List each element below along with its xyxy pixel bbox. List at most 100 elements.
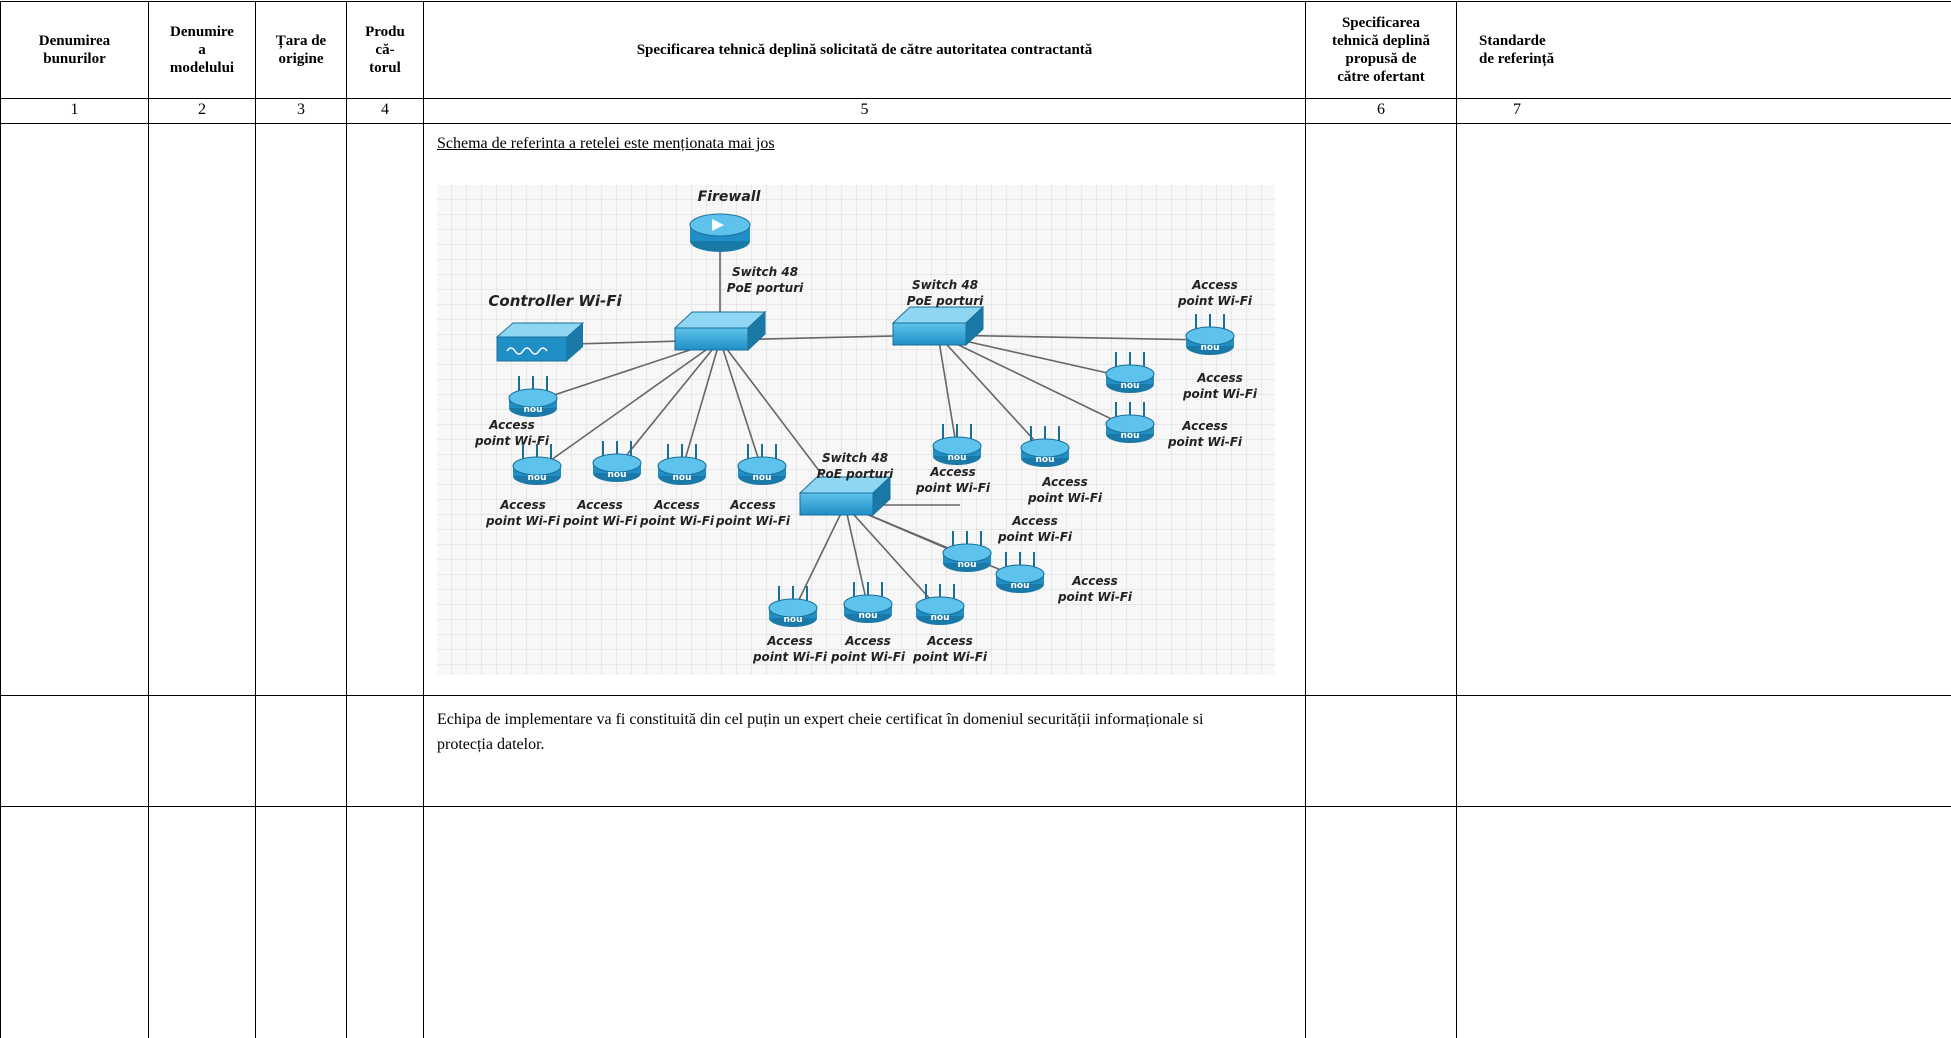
node-label: point Wi-Fi: [915, 481, 991, 495]
access-point-icon: [843, 594, 893, 614]
cell: [0, 806, 149, 1038]
node-label: Access: [488, 418, 535, 432]
node-label: Access: [1011, 514, 1058, 528]
node-label: point Wi-Fi: [752, 650, 828, 664]
cell: [1305, 695, 1457, 807]
node-label: Firewall: [698, 189, 761, 205]
cell: [0, 123, 149, 696]
link: [719, 339, 763, 471]
node-label: Access: [576, 498, 623, 512]
access-point-badge: nou: [859, 611, 878, 621]
node-label: point Wi-Fi: [1182, 387, 1258, 401]
access-point-icon: [932, 436, 982, 456]
number-cell: 4: [346, 98, 424, 124]
link: [536, 339, 721, 471]
link: [937, 334, 1131, 379]
node-label: point Wi-Fi: [1177, 294, 1253, 308]
controller-icon: [496, 336, 568, 362]
cell: [255, 123, 347, 696]
node-label: PoE porturi: [907, 294, 984, 308]
access-point-icon: [508, 388, 558, 408]
node-label: Access: [844, 634, 891, 648]
link: [937, 334, 1046, 453]
node-label: Access: [766, 634, 813, 648]
access-point-badge: nou: [608, 470, 627, 480]
access-point-badge: nou: [784, 615, 803, 625]
switch-icon: [872, 475, 891, 517]
access-point-icon: [995, 564, 1045, 584]
node-label: Access: [926, 634, 973, 648]
number-cell: 3: [255, 98, 347, 124]
access-point-badge: nou: [1121, 431, 1140, 441]
cell: [1456, 695, 1951, 807]
node-label: point Wi-Fi: [562, 514, 638, 528]
access-point-icon: [1185, 326, 1235, 346]
node-label: point Wi-Fi: [474, 434, 550, 448]
node-label: Access: [929, 465, 976, 479]
node-label: Access: [1071, 574, 1118, 588]
node-label: Switch 48: [912, 278, 978, 292]
access-point-icon: [1105, 364, 1155, 384]
access-point-badge: nou: [1036, 455, 1055, 465]
link: [937, 334, 958, 451]
node-label: Access: [729, 498, 776, 512]
link: [792, 504, 846, 613]
access-point-icon: [512, 456, 562, 476]
controller-icon: [506, 347, 548, 355]
cell: [148, 806, 256, 1038]
access-point-icon: [592, 453, 642, 473]
switch-icon: [892, 322, 967, 346]
access-point-badge: nou: [1011, 581, 1030, 591]
specification: Echipa de implementare va fi constituită…: [437, 711, 1204, 753]
header-cell: Standarde de referință: [1456, 1, 1951, 99]
network-diagram: Firewall Switch 48 PoE porturi Controller W…: [437, 185, 1275, 675]
link: [937, 334, 1211, 341]
link: [681, 339, 721, 471]
node-label: Switch 48: [732, 265, 798, 279]
header-cell: Denumire a modelului: [148, 1, 256, 99]
node-label: point Wi-Fi: [997, 530, 1073, 544]
header-cell: Specificarea tehnică deplină solicitată …: [423, 1, 1306, 99]
header-cell: Produ că- torul: [346, 1, 424, 99]
access-point-icon: [737, 456, 787, 476]
number-row: 1 2 3 4 5 6 7: [0, 98, 1951, 124]
access-point-icon: [657, 456, 707, 476]
access-point-icon: [768, 598, 818, 618]
switch-icon: [799, 492, 874, 516]
node-label: Controller Wi-Fi: [488, 292, 622, 310]
node-label: Access: [1181, 419, 1228, 433]
node-label: point Wi-Fi: [1057, 590, 1133, 604]
header-cell: Țara de origine: [255, 1, 347, 99]
cell: [1305, 123, 1457, 696]
access-point-badge: nou: [1121, 381, 1140, 391]
node-label: Access: [499, 498, 546, 512]
cell: [346, 806, 424, 1038]
cell: [1456, 806, 1951, 1038]
node-label: Access: [1041, 475, 1088, 489]
link: [844, 504, 869, 609]
node-label: Access: [1191, 278, 1238, 292]
number-cell: 7: [1456, 98, 1951, 124]
access-point-badge: nou: [528, 473, 547, 483]
node-label: point Wi-Fi: [1167, 435, 1243, 449]
switch-icon: [747, 310, 766, 352]
node-label: point Wi-Fi: [1027, 491, 1103, 505]
cell: [346, 123, 424, 696]
access-point-icon: [1105, 414, 1155, 434]
node-label: point Wi-Fi: [639, 514, 715, 528]
access-point-badge: nou: [931, 613, 950, 623]
link: [844, 504, 941, 611]
cell: Echipa de implementare va fi constituită…: [423, 695, 1306, 807]
link: [937, 334, 1131, 429]
link: [616, 339, 721, 468]
controller-icon: [567, 323, 583, 361]
number-cell: 2: [148, 98, 256, 124]
row: Echipa de implementare va fi constituită…: [0, 695, 1951, 807]
number-cell: 5: [423, 98, 1306, 124]
node-label: PoE porturi: [817, 467, 894, 481]
access-point-badge: nou: [1201, 343, 1220, 353]
node-label: point Wi-Fi: [830, 650, 906, 664]
node-label: point Wi-Fi: [912, 650, 988, 664]
node-label: Access: [1196, 371, 1243, 385]
